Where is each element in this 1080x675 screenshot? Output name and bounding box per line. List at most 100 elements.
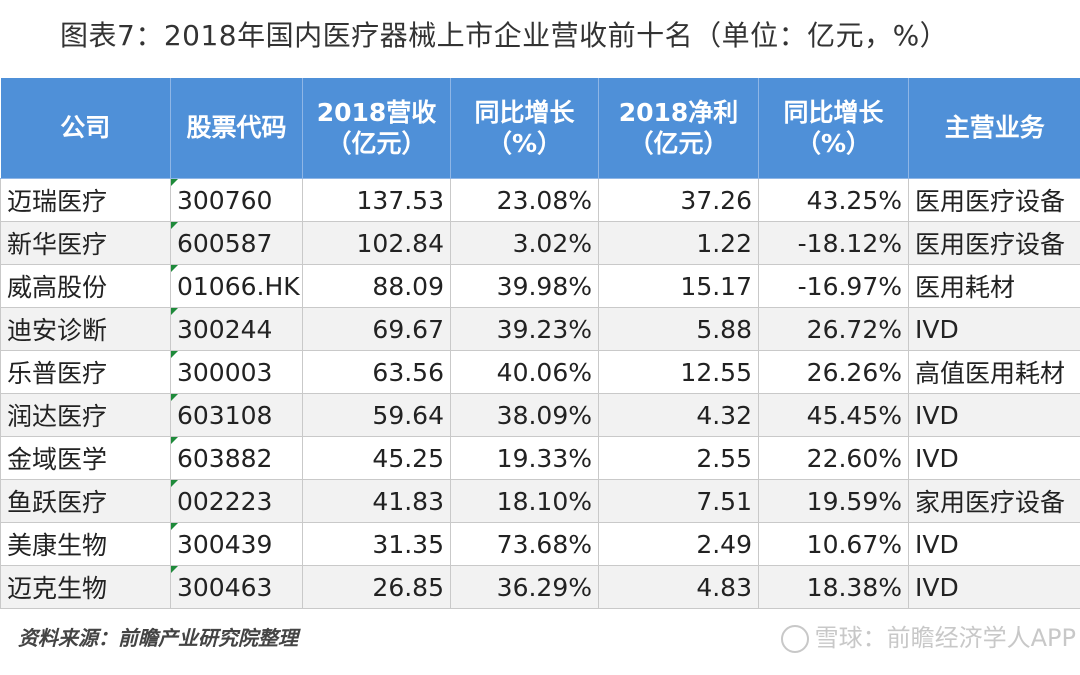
- net-profit-cell: 4.32: [598, 393, 759, 437]
- revenue-growth-cell: 18.10%: [450, 479, 599, 523]
- table-row: 新华医疗 600587 102.84 3.02% 1.22 -18.12% 医用医疗设备: [0, 221, 1080, 265]
- business-cell: 家用医疗设备: [908, 479, 1080, 523]
- net-profit-cell: 5.88: [598, 307, 759, 351]
- profit-growth-cell: -16.97%: [758, 264, 909, 308]
- table-row: 威高股份 01066.HK 88.09 39.98% 15.17 -16.97% 医用耗材: [0, 264, 1080, 308]
- table-row: 美康生物 300439 31.35 73.68% 2.49 10.67% IVD: [0, 522, 1080, 566]
- net-profit-cell: 4.83: [598, 565, 759, 609]
- column-header-line2: （亿元）: [326, 129, 427, 158]
- net-profit-cell: 2.55: [598, 436, 759, 480]
- business-cell: IVD: [908, 436, 1080, 480]
- revenue-growth-cell: 39.23%: [450, 307, 599, 351]
- table-row: 鱼跃医疗 002223 41.83 18.10% 7.51 19.59% 家用医疗设备: [0, 479, 1080, 523]
- table-row: 迈瑞医疗 300760 137.53 23.08% 37.26 43.25% 医用医疗设备: [0, 178, 1080, 222]
- revenue-cell: 88.09: [302, 264, 451, 308]
- company-cell: 迈克生物: [0, 565, 171, 609]
- net-profit-cell: 7.51: [598, 479, 759, 523]
- profit-growth-cell: 19.59%: [758, 479, 909, 523]
- company-cell: 鱼跃医疗: [0, 479, 171, 523]
- table-row: 迈克生物 300463 26.85 36.29% 4.83 18.38% IVD: [0, 565, 1080, 609]
- stock-code-cell: 300439: [170, 522, 303, 566]
- company-cell: 迪安诊断: [0, 307, 171, 351]
- revenue-growth-cell: 3.02%: [450, 221, 599, 265]
- profit-growth-cell: 22.60%: [758, 436, 909, 480]
- watermark-text: 雪球：前瞻经济学人APP: [814, 624, 1076, 652]
- table-body: 迈瑞医疗 300760 137.53 23.08% 37.26 43.25% 医用医疗设备新…: [0, 178, 1080, 609]
- revenue-growth-cell: 23.08%: [450, 178, 599, 222]
- net-profit-cell: 15.17: [598, 264, 759, 308]
- column-header: 同比增长 （%）: [758, 78, 909, 179]
- net-profit-cell: 12.55: [598, 350, 759, 394]
- business-cell: 高值医用耗材: [908, 350, 1080, 394]
- profit-growth-cell: 43.25%: [758, 178, 909, 222]
- profit-growth-cell: 18.38%: [758, 565, 909, 609]
- column-header-line1: 同比增长: [474, 97, 575, 127]
- revenue-growth-cell: 39.98%: [450, 264, 599, 308]
- business-cell: IVD: [908, 565, 1080, 609]
- revenue-cell: 63.56: [302, 350, 451, 394]
- column-header: 2018营收 （亿元）: [302, 78, 451, 179]
- revenue-cell: 69.67: [302, 307, 451, 351]
- column-header-line1: 股票代码: [186, 113, 287, 143]
- stock-code-cell: 300760: [170, 178, 303, 222]
- revenue-table: 公司 股票代码 2018营收 （亿元） 同比增长 （%） 2018净利 （亿元） 同比…: [0, 78, 1080, 609]
- stock-code-cell: 603108: [170, 393, 303, 437]
- stock-code-cell: 01066.HK: [170, 264, 303, 308]
- business-cell: 医用医疗设备: [908, 221, 1080, 265]
- revenue-growth-cell: 40.06%: [450, 350, 599, 394]
- revenue-cell: 31.35: [302, 522, 451, 566]
- business-cell: 医用耗材: [908, 264, 1080, 308]
- net-profit-cell: 2.49: [598, 522, 759, 566]
- revenue-cell: 102.84: [302, 221, 451, 265]
- business-cell: IVD: [908, 522, 1080, 566]
- column-header: 同比增长 （%）: [450, 78, 599, 179]
- company-cell: 迈瑞医疗: [0, 178, 171, 222]
- revenue-cell: 59.64: [302, 393, 451, 437]
- company-cell: 乐普医疗: [0, 350, 171, 394]
- column-header-line1: 2018营收: [316, 97, 437, 127]
- company-cell: 润达医疗: [0, 393, 171, 437]
- stock-code-cell: 002223: [170, 479, 303, 523]
- profit-growth-cell: 26.26%: [758, 350, 909, 394]
- revenue-cell: 41.83: [302, 479, 451, 523]
- column-header-line1: 公司: [60, 113, 111, 143]
- column-header: 主营业务: [908, 78, 1080, 179]
- column-header: 股票代码: [170, 78, 303, 179]
- column-header-line2: （%）: [795, 129, 872, 158]
- profit-growth-cell: 26.72%: [758, 307, 909, 351]
- profit-growth-cell: 45.45%: [758, 393, 909, 437]
- revenue-growth-cell: 19.33%: [450, 436, 599, 480]
- company-cell: 金域医学: [0, 436, 171, 480]
- business-cell: 医用医疗设备: [908, 178, 1080, 222]
- stock-code-cell: 603882: [170, 436, 303, 480]
- profit-growth-cell: 10.67%: [758, 522, 909, 566]
- stock-code-cell: 300463: [170, 565, 303, 609]
- column-header-line1: 主营业务: [944, 113, 1045, 143]
- business-cell: IVD: [908, 393, 1080, 437]
- business-cell: IVD: [908, 307, 1080, 351]
- column-header: 公司: [0, 78, 171, 179]
- revenue-cell: 26.85: [302, 565, 451, 609]
- table-row: 迪安诊断 300244 69.67 39.23% 5.88 26.72% IVD: [0, 307, 1080, 351]
- table-row: 润达医疗 603108 59.64 38.09% 4.32 45.45% IVD: [0, 393, 1080, 437]
- stock-code-cell: 600587: [170, 221, 303, 265]
- xueqiu-logo-icon: [780, 625, 809, 653]
- table-row: 乐普医疗 300003 63.56 40.06% 12.55 26.26% 高值医用耗材: [0, 350, 1080, 394]
- chart-title: 图表7：2018年国内医疗器械上市企业营收前十名（单位：亿元，%）: [60, 19, 949, 52]
- company-cell: 威高股份: [0, 264, 171, 308]
- column-header-line2: （%）: [486, 129, 563, 158]
- revenue-growth-cell: 73.68%: [450, 522, 599, 566]
- table-row: 金域医学 603882 45.25 19.33% 2.55 22.60% IVD: [0, 436, 1080, 480]
- revenue-growth-cell: 38.09%: [450, 393, 599, 437]
- profit-growth-cell: -18.12%: [758, 221, 909, 265]
- revenue-cell: 137.53: [302, 178, 451, 222]
- column-header-line2: （亿元）: [628, 129, 729, 158]
- revenue-growth-cell: 36.29%: [450, 565, 599, 609]
- net-profit-cell: 1.22: [598, 221, 759, 265]
- column-header-line1: 2018净利: [618, 97, 739, 127]
- stock-code-cell: 300003: [170, 350, 303, 394]
- company-cell: 新华医疗: [0, 221, 171, 265]
- stock-code-cell: 300244: [170, 307, 303, 351]
- watermark: 雪球：前瞻经济学人APP: [780, 618, 1076, 653]
- table-header-row: 公司 股票代码 2018营收 （亿元） 同比增长 （%） 2018净利 （亿元） 同比…: [0, 78, 1080, 179]
